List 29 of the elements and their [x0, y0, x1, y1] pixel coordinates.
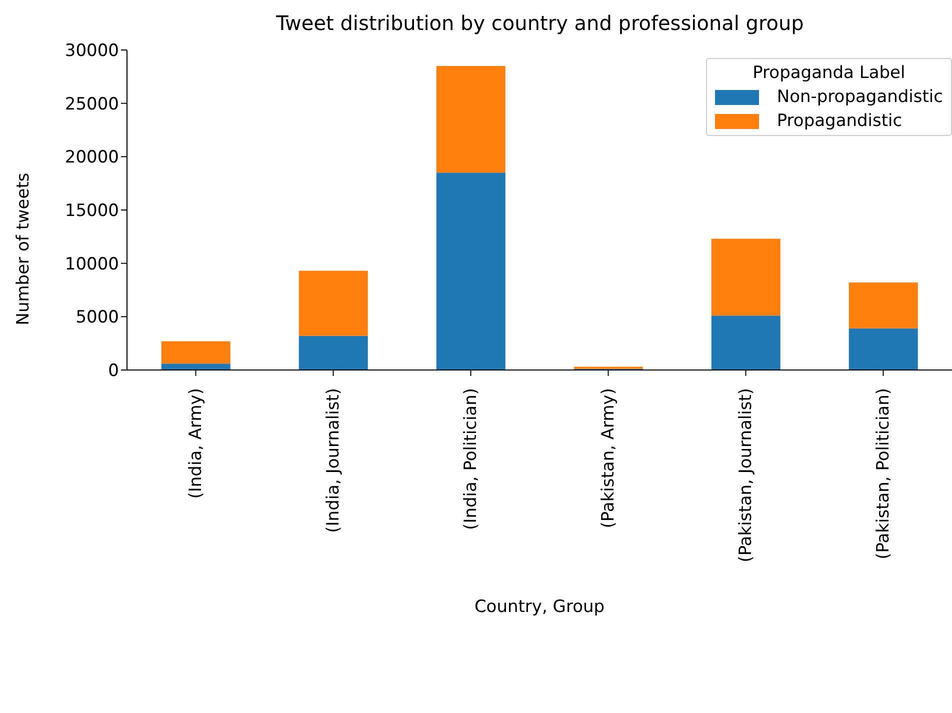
x-axis-title: Country, Group [474, 597, 605, 617]
y-tick-label: 10000 [64, 254, 119, 274]
x-tick-label: (India, Army) [186, 388, 206, 499]
x-tick-label: (India, Politician) [460, 388, 481, 530]
bar [711, 316, 780, 370]
bar [161, 341, 230, 364]
bar [848, 282, 918, 328]
bar [436, 172, 506, 370]
legend-label: Non-propagandistic [776, 87, 943, 107]
bar [298, 270, 368, 336]
y-tick-label: 25000 [64, 94, 119, 114]
bar [436, 66, 506, 173]
x-tick-label: (India, Journalist) [323, 388, 344, 533]
legend-label: Propagandistic [776, 111, 902, 131]
chart-title: Tweet distribution by country and professional group [275, 10, 805, 37]
x-tick-label: (Pakistan, Army) [598, 388, 618, 528]
y-tick-label: 20000 [64, 148, 119, 168]
y-axis-title: Number of tweets [13, 172, 33, 326]
y-tick-label: 5000 [76, 308, 119, 328]
bar [161, 364, 230, 370]
bar [711, 238, 780, 316]
x-tick-label: (Pakistan, Journalist) [736, 388, 756, 562]
x-tick-label: (Pakistan, Politician) [873, 388, 894, 560]
y-tick-label: 30000 [64, 41, 119, 62]
bar [848, 328, 918, 370]
y-tick-label: 0 [108, 361, 119, 382]
y-tick-label: 15000 [64, 201, 119, 222]
bar [298, 336, 368, 370]
legend-title: Propaganda Label [752, 63, 906, 83]
